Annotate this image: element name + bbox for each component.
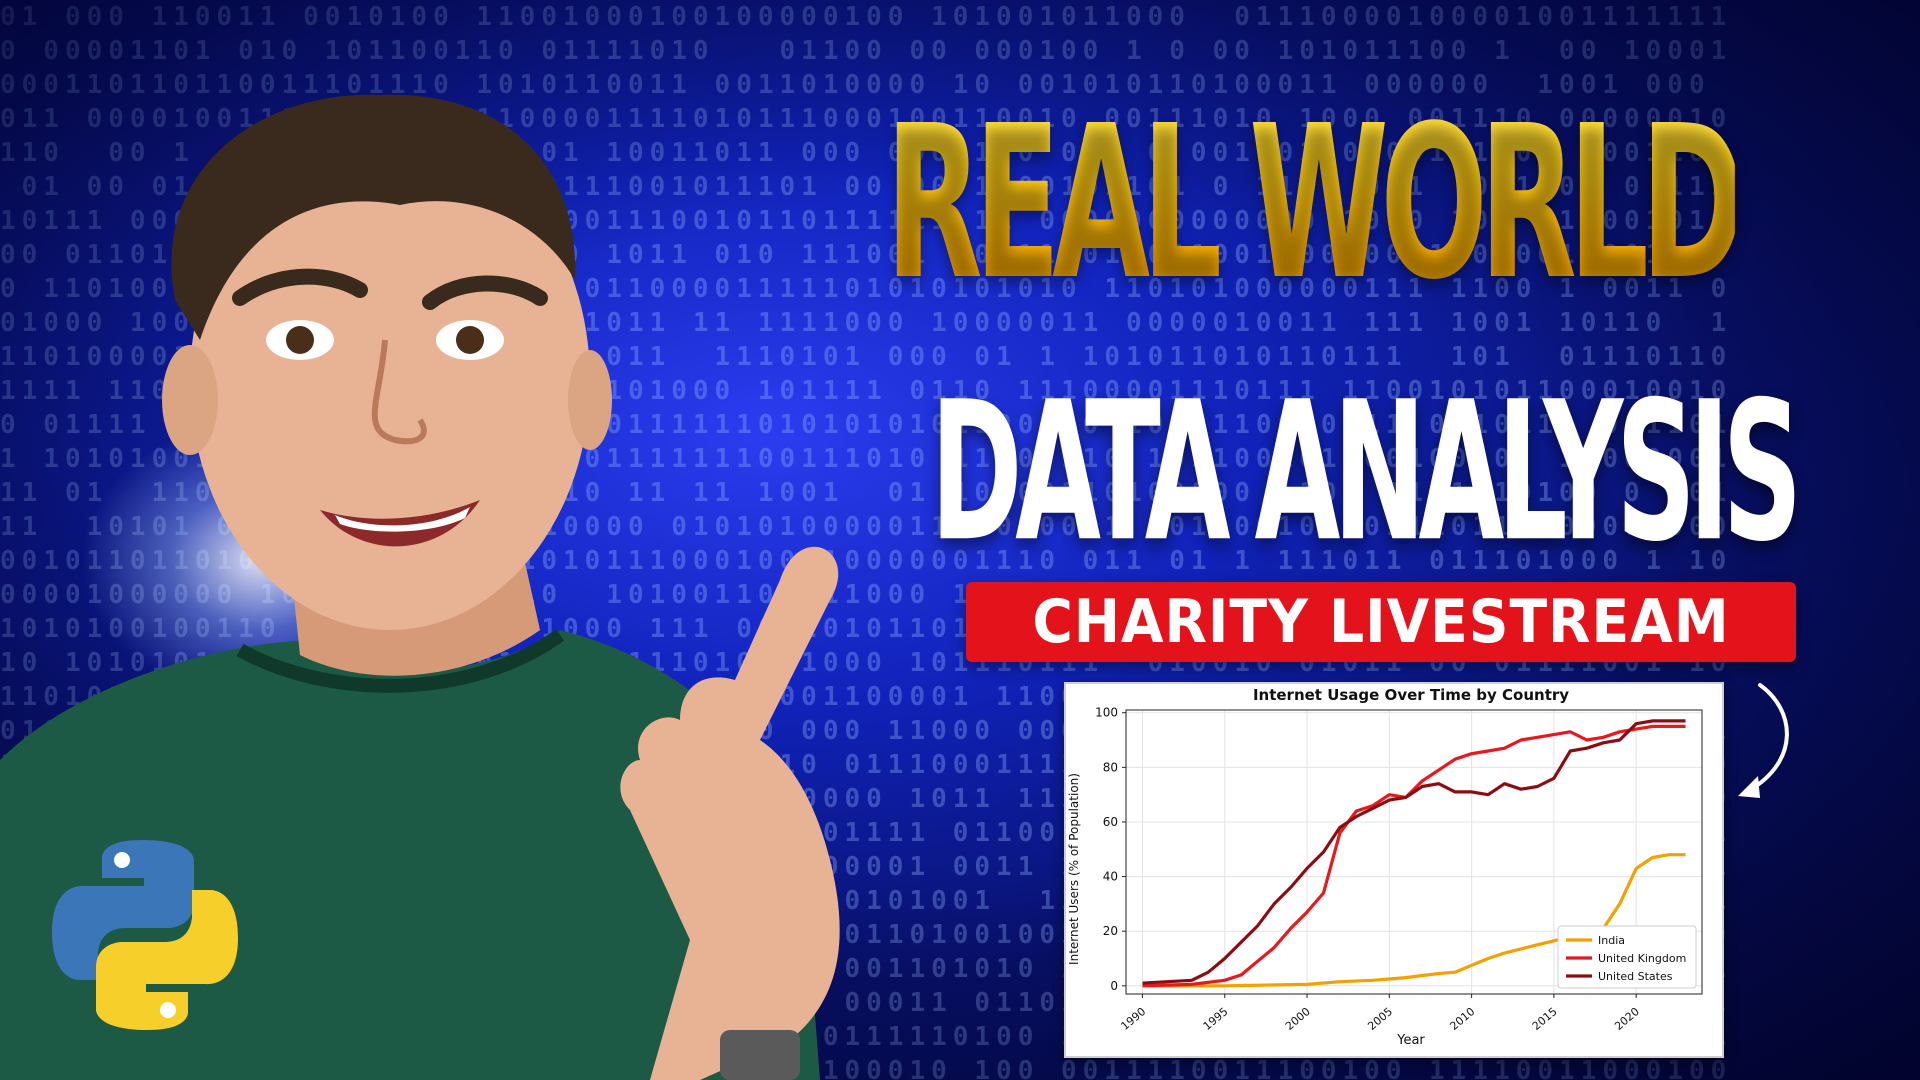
chart-y-tick-label: 100 <box>1095 706 1118 720</box>
presenter-pointing-hand <box>620 546 840 1080</box>
internet-usage-chart-card: Internet Usage Over Time by Country Year… <box>1064 682 1724 1058</box>
chart-x-tick-label: 2020 <box>1612 1005 1642 1033</box>
chart-x-axis-label: Year <box>1396 1033 1425 1048</box>
chart-x-tick-label: 2015 <box>1530 1005 1560 1033</box>
presenter-face <box>190 130 590 630</box>
chart-y-tick-label: 80 <box>1103 760 1118 774</box>
chart-series-line-india <box>1142 853 1686 988</box>
chart-y-tick-label: 20 <box>1103 924 1118 938</box>
internet-usage-chart: Internet Usage Over Time by Country Year… <box>1067 686 1703 1048</box>
chart-y-tick-label: 40 <box>1103 870 1118 884</box>
curved-arrow-icon <box>1738 683 1789 798</box>
headline-data-analysis: DATA ANALYSIS <box>930 361 1802 585</box>
headline-real-world: REAL WORLD <box>885 48 1745 360</box>
chart-x-tick-label: 2000 <box>1283 1005 1313 1033</box>
python-logo-icon <box>52 840 238 1030</box>
chart-x-tick-label: 2005 <box>1365 1005 1395 1033</box>
chart-x-tick-label: 1990 <box>1118 1005 1148 1033</box>
chart-plot-frame <box>1125 709 1703 995</box>
chart-legend-label: United States <box>1598 970 1673 983</box>
chart-y-tick-label: 0 <box>1110 979 1118 993</box>
chart-series <box>1142 719 1686 988</box>
chart-x-tick-label: 1995 <box>1201 1005 1231 1033</box>
chart-legend-box <box>1557 925 1697 989</box>
chart-x-tick-label: 2010 <box>1448 1005 1478 1033</box>
chart-legend-label: United Kingdom <box>1598 952 1686 965</box>
chart-series-line-united-kingdom <box>1142 724 1686 988</box>
charity-livestream-badge: CHARITY LIVESTREAM <box>966 582 1796 662</box>
presenter-smile <box>320 500 480 547</box>
chart-y-tick-label: 60 <box>1103 815 1118 829</box>
chart-series-line-united-states <box>1142 719 1686 985</box>
chart-title: Internet Usage Over Time by Country <box>1253 686 1569 704</box>
chart-legend-label: India <box>1598 934 1625 947</box>
badge-label: CHARITY LIVESTREAM <box>1032 587 1730 657</box>
presenter-hair <box>171 94 576 340</box>
chart-legend: India United Kingdom United States <box>1557 925 1697 989</box>
chart-y-axis-label: Internet Users (% of Population) <box>1067 773 1081 965</box>
